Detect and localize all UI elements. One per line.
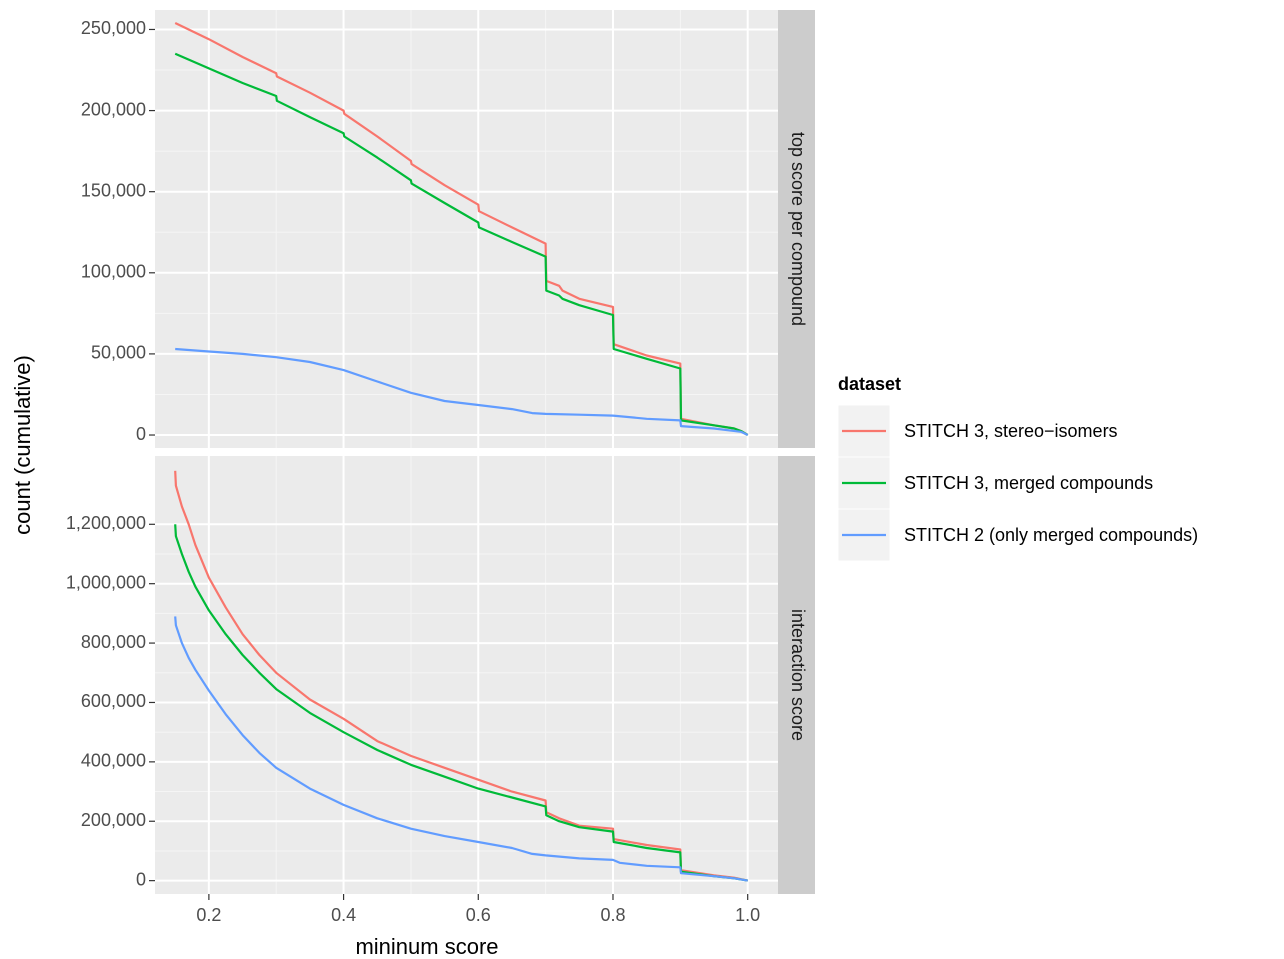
axis-titles: mininum score count (cumulative) [10, 355, 499, 959]
series-line [175, 347, 749, 436]
panel-2: 0 200,000 400,000 600,000 800,000 1,000,000 1,… [66, 456, 815, 894]
y-tick-label: 50,000 [91, 343, 146, 363]
y-tick-label: 200,000 [81, 99, 146, 119]
x-tick-label: 0.6 [466, 905, 491, 925]
y-tick-label: 400,000 [81, 751, 146, 771]
legend-label: STITCH 3, stereo−isomers [904, 421, 1118, 441]
legend-label: STITCH 2 (only merged compounds) [904, 525, 1198, 545]
x-axis-title: mininum score [355, 934, 498, 959]
panel-1: 0 50,000 100,000 150,000 200,000 250,000 top s… [81, 10, 815, 448]
y-tick-label: 250,000 [81, 18, 146, 38]
facet-strip [778, 10, 815, 448]
y-tick-label: 150,000 [81, 180, 146, 200]
facet-strip-label: interaction score [788, 609, 808, 741]
legend-label: STITCH 3, merged compounds [904, 473, 1153, 493]
series-line [174, 52, 749, 436]
x-tick-label: 0.8 [600, 905, 625, 925]
x-axis: 0.2 0.4 0.6 0.8 1.0 [196, 894, 760, 925]
x-tick-label: 0.4 [331, 905, 356, 925]
legend-title: dataset [838, 374, 901, 394]
legend-entry: STITCH 2 (only merged compounds) [837, 508, 1198, 562]
panel-background [155, 456, 778, 894]
y-axis-title: count (cumulative) [10, 355, 35, 535]
y-tick-label: 600,000 [81, 691, 146, 711]
legend-entries: STITCH 3, stereo−isomers STITCH 3, merged… [837, 404, 1198, 562]
x-tick-label: 1.0 [735, 905, 760, 925]
series-line [174, 470, 748, 882]
legend-entry: STITCH 3, merged compounds [837, 456, 1153, 510]
y-tick-label: 100,000 [81, 262, 146, 282]
panel-background [155, 10, 778, 448]
y-tick-label: 0 [136, 424, 146, 444]
series-line [174, 616, 748, 882]
y-tick-label: 200,000 [81, 810, 146, 830]
y-tick-label: 1,000,000 [66, 572, 146, 592]
legend-entry: STITCH 3, stereo−isomers [837, 404, 1118, 458]
series-line [174, 524, 748, 882]
facet-strip [778, 456, 815, 894]
y-tick-label: 800,000 [81, 632, 146, 652]
panels-layer: 0 50,000 100,000 150,000 200,000 250,000 top s… [66, 10, 815, 925]
y-tick-label: 1,200,000 [66, 513, 146, 533]
facet-strip-label: top score per compound [788, 132, 808, 326]
y-tick-label: 0 [136, 869, 146, 889]
x-tick-label: 0.2 [196, 905, 221, 925]
